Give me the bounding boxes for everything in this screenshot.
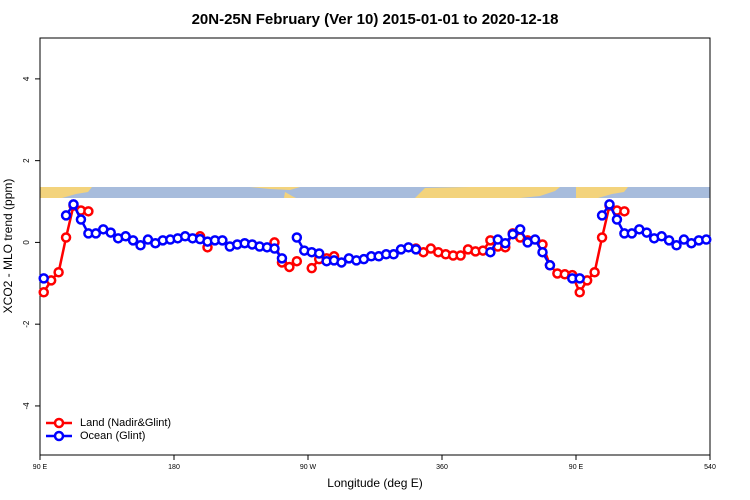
- data-point: [485, 246, 496, 258]
- data-point: [574, 287, 585, 298]
- x-tick-label: 540: [704, 464, 716, 471]
- data-point: [291, 232, 303, 243]
- series: [38, 199, 712, 284]
- x-tick-label: 360: [436, 464, 448, 471]
- data-point: [544, 260, 556, 271]
- data-point: [589, 267, 600, 278]
- data-point: [68, 199, 79, 210]
- data-point: [284, 261, 295, 273]
- data-point: [410, 244, 422, 255]
- data-point: [514, 224, 526, 235]
- data-point: [663, 235, 675, 246]
- y-tick-label: 0: [22, 240, 31, 245]
- x-tick-label: 90 E: [569, 464, 584, 471]
- data-point: [60, 210, 72, 221]
- data-point: [388, 249, 399, 260]
- data-point: [500, 237, 511, 249]
- data-point: [455, 250, 466, 261]
- plot-frame: [39, 37, 711, 456]
- data-point: [626, 228, 638, 239]
- data-point: [38, 273, 49, 284]
- y-tick-label: 2: [22, 158, 31, 163]
- legend-marker: [53, 417, 65, 429]
- y-tick-label: -4: [22, 402, 31, 410]
- data-point: [291, 255, 303, 267]
- data-point: [596, 232, 608, 243]
- data-point: [38, 287, 49, 298]
- data-point: [671, 240, 682, 251]
- map-strip: [40, 187, 710, 198]
- x-tick-label: 180: [168, 464, 180, 471]
- legend-marker: [53, 430, 65, 442]
- data-point: [306, 262, 317, 274]
- data-point: [596, 210, 608, 221]
- chart-title: 20N-25N February (Ver 10) 2015-01-01 to …: [192, 11, 559, 28]
- x-tick-label: 90 E: [33, 464, 48, 471]
- data-point: [90, 228, 102, 239]
- data-point: [537, 246, 548, 258]
- data-point: [120, 231, 131, 242]
- y-axis-label: XCO2 - MLO trend (ppm): [1, 179, 15, 314]
- data-point: [135, 240, 146, 251]
- data-point: [604, 199, 615, 210]
- data-point: [127, 235, 139, 246]
- data-point: [574, 273, 585, 284]
- data-point: [507, 228, 518, 240]
- data-point: [83, 206, 94, 217]
- data-point: [529, 234, 541, 245]
- y-tick-label: -2: [22, 320, 31, 328]
- data-point: [269, 243, 280, 254]
- data-point: [60, 232, 72, 243]
- data-point: [105, 227, 116, 238]
- legend-label: Land (Nadir&Glint): [80, 417, 171, 429]
- data-point: [53, 267, 64, 278]
- data-point: [336, 257, 347, 268]
- data-point: [641, 227, 652, 238]
- data-point: [611, 214, 623, 225]
- data-point: [217, 235, 228, 246]
- x-tick-label: 90 W: [300, 464, 317, 471]
- data-point: [276, 253, 288, 264]
- data-point: [75, 214, 87, 225]
- legend-label: Ocean (Glint): [80, 430, 145, 442]
- data-point: [619, 206, 630, 217]
- y-tick-label: 4: [22, 76, 31, 81]
- x-axis-label: Longitude (deg E): [327, 476, 422, 490]
- data-point: [313, 248, 325, 259]
- data-point: [656, 231, 667, 242]
- data-point: [701, 234, 712, 245]
